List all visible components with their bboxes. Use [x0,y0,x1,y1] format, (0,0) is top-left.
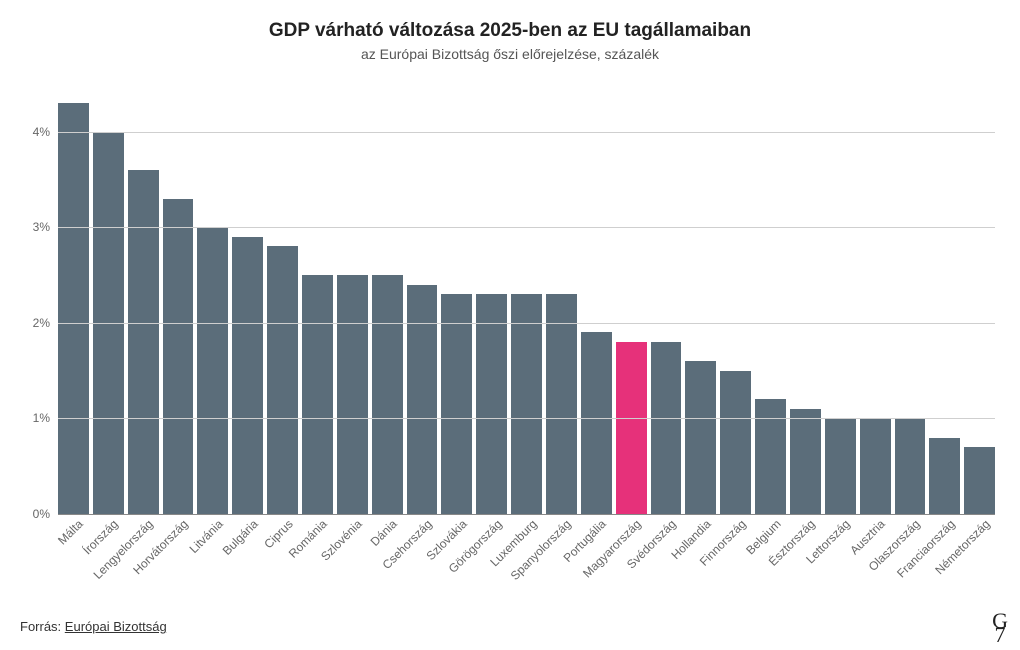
bar [163,199,194,514]
publisher-logo: G 7 [992,612,1008,644]
bar [511,294,542,514]
bar [929,438,960,514]
y-gridline [58,132,995,133]
bar [860,418,891,514]
bar [755,399,786,514]
source-footer: Forrás: Európai Bizottság [20,619,167,634]
bar-slot: Lengyelország [128,84,159,514]
y-tick-label: 0% [33,507,58,521]
bar-slot: Belgium [755,84,786,514]
bar-slot: Csehország [407,84,438,514]
bar-slot: Olaszország [895,84,926,514]
bar-highlight [616,342,647,514]
bars-group: MáltaÍrországLengyelországHorvátországLi… [58,84,995,514]
bar-slot: Horvátország [163,84,194,514]
bar-slot: Írország [93,84,124,514]
bar [825,418,856,514]
bar [651,342,682,514]
bar [964,447,995,514]
y-gridline [58,323,995,324]
bar [581,332,612,514]
bar [476,294,507,514]
plot-area: MáltaÍrországLengyelországHorvátországLi… [58,84,995,514]
x-tick-label: Málta [56,517,87,548]
bar [372,275,403,514]
bar-slot: Litvánia [197,84,228,514]
bar-slot: Románia [302,84,333,514]
bar [685,361,716,514]
bar [441,294,472,514]
bar-slot: Németország [964,84,995,514]
bar-slot: Ausztria [860,84,891,514]
bar [232,237,263,514]
chart-subtitle: az Európai Bizottság őszi előrejelzése, … [20,46,1000,62]
bar [197,227,228,514]
chart-container: GDP várható változása 2025-ben az EU tag… [0,0,1020,650]
bar [302,275,333,514]
bar-slot: Spanyolország [546,84,577,514]
bar-slot: Bulgária [232,84,263,514]
source-link[interactable]: Európai Bizottság [65,619,167,634]
bar [267,246,298,514]
source-prefix: Forrás: [20,619,65,634]
bar-slot: Málta [58,84,89,514]
bar-slot: Svédország [651,84,682,514]
bar-slot: Dánia [372,84,403,514]
x-tick-label: Bulgária [219,517,260,558]
bar [895,418,926,514]
y-tick-label: 3% [33,220,58,234]
y-gridline [58,418,995,419]
y-tick-label: 1% [33,411,58,425]
bar-slot: Hollandia [685,84,716,514]
chart-title: GDP várható változása 2025-ben az EU tag… [20,20,1000,42]
bar [407,285,438,514]
bar [790,409,821,514]
bar [128,170,159,514]
bar [337,275,368,514]
bar-slot: Görögország [476,84,507,514]
bar-slot: Luxemburg [511,84,542,514]
y-tick-label: 4% [33,125,58,139]
x-tick-label: Dánia [368,517,400,549]
bar-slot: Finnország [720,84,751,514]
bar-slot: Lettország [825,84,856,514]
bar-slot: Szlovákia [441,84,472,514]
bar [58,103,89,514]
bar-slot: Franciaország [929,84,960,514]
bar-slot: Magyarország [616,84,647,514]
bar [546,294,577,514]
y-gridline [58,227,995,228]
bar-slot: Ciprus [267,84,298,514]
y-tick-label: 2% [33,316,58,330]
bar-slot: Szlovénia [337,84,368,514]
bar [720,371,751,514]
y-gridline [58,514,995,515]
bar-slot: Észtország [790,84,821,514]
bar-slot: Portugália [581,84,612,514]
x-tick-label: Litvánia [186,517,225,556]
